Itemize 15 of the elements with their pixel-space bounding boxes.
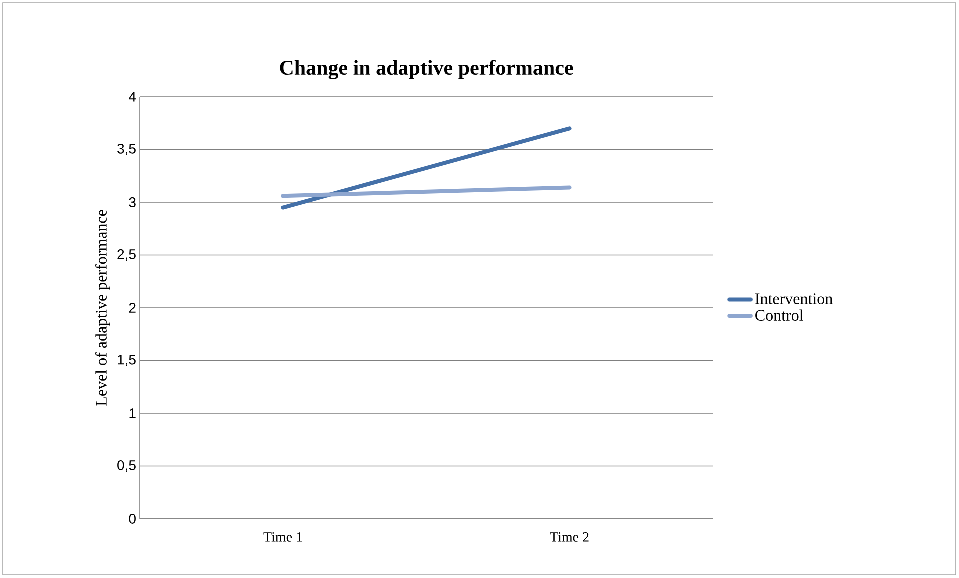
x-tick-label: Time 2 <box>550 532 589 542</box>
y-tick-label: 0 <box>129 514 136 524</box>
y-tick-label: 2 <box>129 303 136 313</box>
y-tick-label: 1 <box>130 408 136 418</box>
x-tick-label: Time 1 <box>264 532 302 542</box>
y-tick-label: 3,5 <box>118 144 136 156</box>
chart-title: Change in adaptive performance <box>280 60 574 80</box>
y-tick-label: 4 <box>129 92 136 102</box>
y-tick-label: 0,5 <box>118 460 136 472</box>
legend-label: Intervention <box>755 294 833 304</box>
y-axis-title: Level of adaptive performance <box>96 210 110 406</box>
y-tick-label: 3 <box>129 198 136 208</box>
y-tick-label: 2,5 <box>118 249 136 262</box>
legend-label: Control <box>756 310 804 321</box>
y-tick-label: 1,5 <box>118 355 136 366</box>
